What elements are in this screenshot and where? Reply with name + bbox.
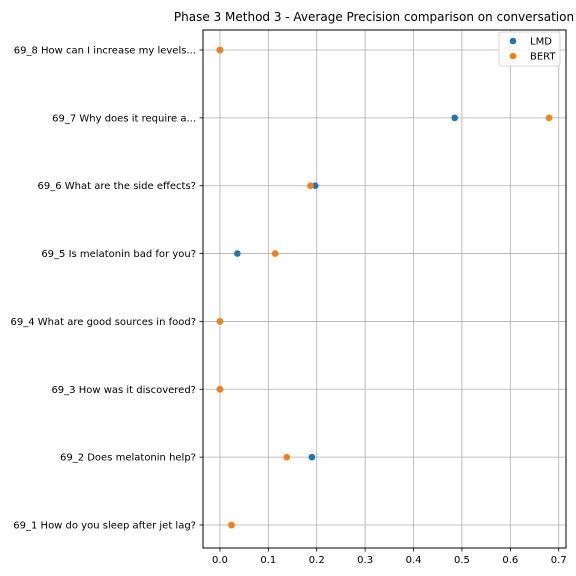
plot-frame bbox=[202, 29, 567, 549]
legend-label-lmd: LMD bbox=[530, 37, 552, 48]
y-tick-label: 69_1 How do you sleep after jet lag? bbox=[13, 521, 196, 532]
data-point-bert bbox=[216, 46, 224, 54]
y-tick-label: 69_4 What are good sources in food? bbox=[11, 317, 196, 328]
data-point-bert bbox=[216, 385, 224, 393]
ticks-layer: 0.0 0.1 0.2 0.3 0.4 0.5 0.6 0.7 69_8 How can I i… bbox=[11, 46, 567, 567]
x-tick-label: 0.7 bbox=[551, 555, 567, 566]
y-tick-label: 69_3 How was it discovered? bbox=[51, 385, 196, 396]
data-point-lmd bbox=[234, 250, 241, 257]
y-tick-label: 69_6 What are the side effects? bbox=[38, 181, 196, 192]
x-tick-label: 0.0 bbox=[212, 555, 228, 566]
grid-layer bbox=[203, 30, 566, 548]
data-point-bert bbox=[216, 318, 224, 325]
data-point-bert bbox=[545, 114, 553, 122]
data-point-lmd bbox=[451, 114, 458, 122]
data-point-bert bbox=[283, 453, 291, 461]
y-tick-label: 69_2 Does melatonin help? bbox=[60, 453, 196, 464]
data-point-bert bbox=[271, 250, 279, 257]
data-point-lmd bbox=[308, 453, 316, 461]
y-tick-label: 69_7 Why does it require a... bbox=[52, 113, 196, 124]
legend-label-bert: BERT bbox=[530, 52, 556, 63]
legend: LMD BERT bbox=[498, 31, 561, 67]
x-tick-label: 0.5 bbox=[454, 555, 470, 566]
legend-marker-bert bbox=[509, 52, 517, 60]
points-layer bbox=[216, 46, 553, 529]
y-tick-label: 69_5 Is melatonin bad for you? bbox=[41, 249, 196, 260]
data-point-bert bbox=[228, 521, 235, 529]
chart-title: Phase 3 Method 3 - Average Precision com… bbox=[174, 10, 574, 24]
x-tick-label: 0.4 bbox=[406, 555, 422, 566]
x-tick-label: 0.6 bbox=[502, 555, 518, 566]
x-tick-label: 0.3 bbox=[357, 555, 373, 566]
data-point-lmd bbox=[311, 182, 319, 190]
x-tick-label: 0.2 bbox=[309, 555, 325, 566]
data-point-bert bbox=[307, 182, 314, 190]
x-tick-label: 0.1 bbox=[260, 555, 276, 566]
y-tick-label: 69_8 How can I increase my levels... bbox=[14, 46, 196, 57]
legend-marker-lmd bbox=[509, 37, 517, 45]
